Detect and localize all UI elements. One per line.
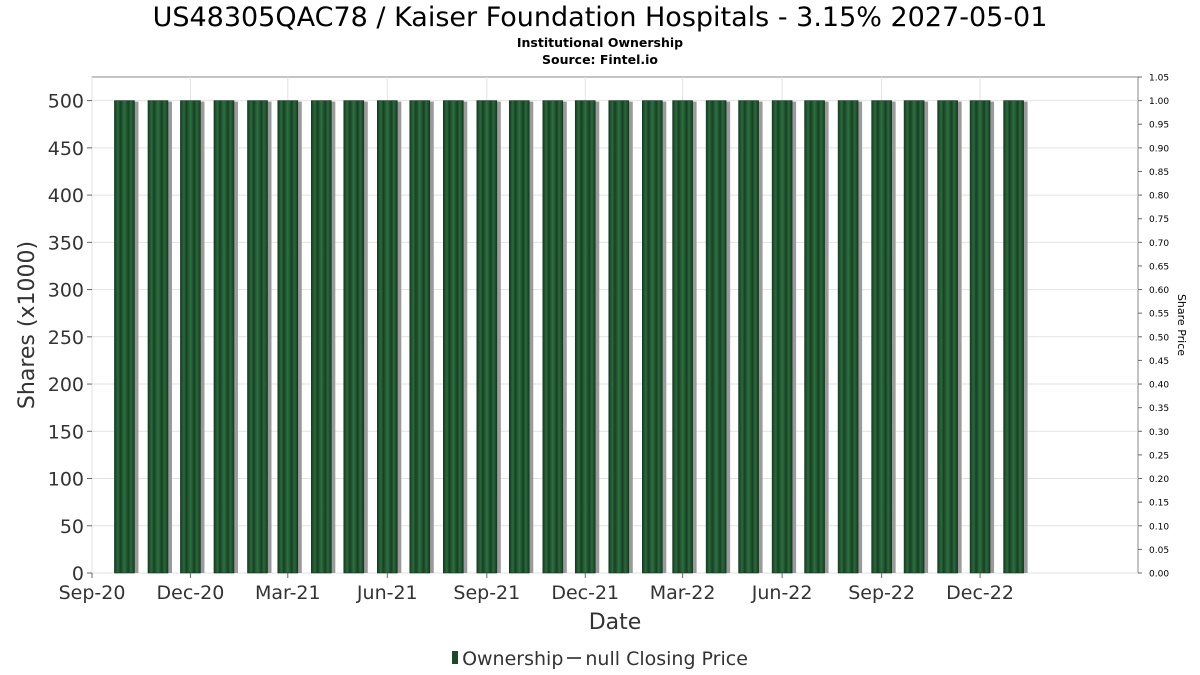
y2-tick-label: 0.75 (1149, 215, 1169, 225)
x-tick-label: Mar-22 (650, 582, 716, 604)
y-axis-label: Shares (x1000) (15, 241, 40, 409)
ownership-bar (1003, 100, 1024, 574)
ownership-bar (409, 100, 431, 574)
x-tick-label: Dec-21 (551, 582, 619, 604)
ownership-bar (476, 100, 498, 574)
ownership-bar (672, 100, 693, 574)
y2-tick-label: 1.00 (1149, 97, 1169, 107)
ownership-bar (642, 100, 663, 574)
y-tick-label: 0 (72, 563, 84, 585)
y2-tick-label: 0.55 (1149, 310, 1169, 320)
ownership-bar (114, 100, 135, 574)
y2-axis-label: Share Price (1175, 294, 1188, 356)
x-axis-label: Date (589, 610, 642, 635)
ownership-bar (213, 100, 235, 574)
ownership-bar (277, 100, 299, 574)
y-tick-label: 300 (48, 280, 84, 302)
chart-source: Source: Fintel.io (542, 52, 658, 67)
chart-title: US48305QAC78 / Kaiser Foundation Hospita… (152, 2, 1048, 33)
y2-tick-label: 0.35 (1149, 404, 1169, 414)
y2-tick-label: 0.45 (1149, 357, 1169, 367)
y2-tick-label: 0.50 (1149, 333, 1169, 343)
ownership-bar (147, 100, 169, 574)
y2-tick-label: 0.00 (1149, 570, 1169, 580)
ownership-bar (247, 100, 268, 574)
ownership-bar (837, 100, 859, 574)
y-tick-label: 50 (60, 516, 84, 538)
ownership-bar (508, 100, 530, 574)
y-tick-label: 200 (48, 374, 84, 396)
ownership-bar (311, 100, 332, 574)
y2-tick-label: 0.40 (1149, 381, 1169, 391)
ownership-bar (574, 100, 596, 574)
y2-tick-label: 0.30 (1149, 428, 1169, 438)
ownership-bar (608, 100, 630, 574)
y-tick-label: 500 (48, 91, 84, 113)
y-tick-label: 250 (48, 327, 84, 349)
ownership-bar (180, 100, 201, 574)
x-tick-label: Sep-21 (453, 582, 520, 604)
x-tick-label: Dec-20 (157, 582, 225, 604)
chart-legend: Ownership null Closing Price (0, 648, 1200, 670)
ownership-bar (937, 100, 958, 574)
chart-subtitle: Institutional Ownership (516, 35, 684, 50)
ownership-bar (804, 100, 825, 574)
y2-tick-label: 0.15 (1149, 499, 1169, 509)
price-legend-swatch (567, 656, 582, 659)
y2-tick-label: 1.05 (1149, 74, 1169, 84)
y-tick-label: 150 (48, 421, 84, 443)
ownership-chart: 0 50 100 150 200 250 300 350 400 450 500 0.00 0.05 0.… (15, 74, 1188, 636)
y2-tick-label: 0.85 (1149, 168, 1169, 178)
x-tick-label: Jun-21 (356, 582, 418, 604)
y2-tick-label: 0.20 (1149, 475, 1169, 485)
y-tick-label: 450 (48, 138, 84, 160)
ownership-bar (542, 100, 564, 574)
y2-tick-label: 0.65 (1149, 262, 1169, 272)
y2-tick-label: 0.70 (1149, 239, 1169, 249)
y2-tick-label: 0.10 (1149, 522, 1169, 532)
y2-tick-label: 0.90 (1149, 144, 1169, 154)
y-tick-label: 100 (48, 469, 84, 491)
ownership-legend-label: Ownership (462, 648, 564, 670)
ownership-bar (705, 100, 727, 574)
ownership-bar (442, 100, 464, 574)
ownership-bar (871, 100, 892, 574)
x-tick-label: Sep-22 (848, 582, 915, 604)
y-tick-label: 400 (48, 185, 84, 207)
y2-tick-label: 0.80 (1149, 192, 1169, 202)
price-legend-label: null Closing Price (585, 648, 748, 670)
x-tick-label: Dec-22 (946, 582, 1014, 604)
x-tick-label: Jun-22 (751, 582, 813, 604)
y2-tick-label: 0.60 (1149, 286, 1169, 296)
ownership-bar (771, 100, 793, 574)
y2-tick-label: 0.25 (1149, 451, 1169, 461)
y2-tick-label: 0.95 (1149, 121, 1169, 131)
ownership-bar (903, 100, 925, 574)
x-tick-label: Sep-20 (59, 582, 126, 604)
ownership-bar (738, 100, 759, 574)
y2-tick-label: 0.05 (1149, 546, 1169, 556)
ownership-bar (969, 100, 991, 574)
y-tick-label: 350 (48, 232, 84, 254)
ownership-bar (377, 100, 398, 574)
ownership-legend-swatch (452, 651, 459, 664)
x-tick-label: Mar-21 (255, 582, 321, 604)
ownership-bar (343, 100, 365, 574)
